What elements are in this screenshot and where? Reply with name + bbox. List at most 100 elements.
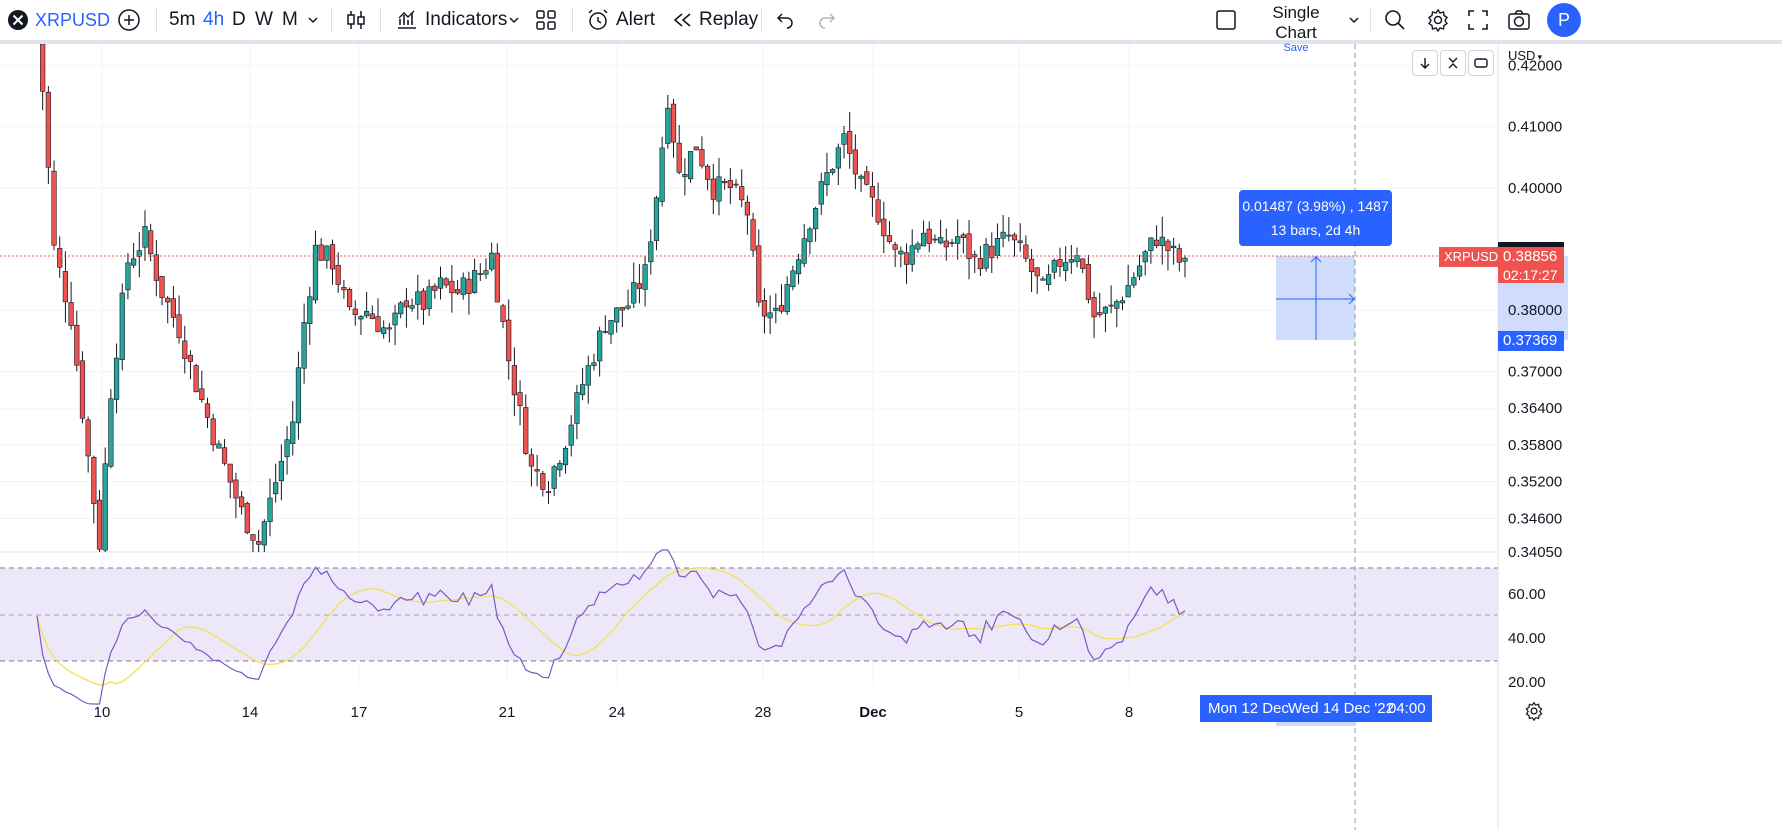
axis-settings-button[interactable] [1524, 701, 1544, 726]
collapse-pane-button[interactable] [1440, 50, 1466, 76]
maximize-pane-button[interactable] [1468, 50, 1494, 76]
price-axis-label: 0.42000 [1508, 57, 1562, 74]
candle-up [409, 305, 415, 309]
price-axis-label: 0.38000 [1508, 302, 1562, 319]
interval-dropdown-button[interactable] [306, 0, 320, 40]
fullscreen-button[interactable] [1467, 0, 1489, 40]
rsi-pane [36, 549, 1186, 705]
candle-down [1006, 234, 1012, 237]
replay-button[interactable]: Replay [672, 0, 758, 40]
candle-down [221, 447, 228, 464]
candle-down [943, 240, 949, 248]
candle-down [494, 252, 500, 303]
rsi-ma-line [36, 566, 1186, 686]
chart-area[interactable]: 0.42000 0.41000 0.40000 0.38000 0.37000 0.364… [0, 44, 1782, 830]
chart-type-button[interactable] [344, 0, 368, 40]
rsi-axis-label: 20.00 [1508, 674, 1546, 691]
candle-down [182, 340, 188, 359]
time-axis-label: 14 [242, 704, 259, 721]
search-button[interactable] [1384, 0, 1406, 40]
candle-down [1153, 239, 1160, 246]
candle-down [528, 454, 535, 467]
candle-down [369, 313, 375, 319]
symbol-name: XRPUSD [35, 9, 111, 30]
candle-down [1034, 267, 1040, 277]
gear-icon [1525, 701, 1543, 722]
alert-button[interactable]: Alert [586, 0, 655, 40]
layout-checkbox[interactable] [1215, 0, 1237, 40]
candle-up [795, 259, 802, 275]
layout-dropdown-button[interactable] [1347, 0, 1361, 40]
interval-d[interactable]: D [232, 0, 246, 40]
candle-down [454, 289, 461, 294]
candle-up [608, 320, 614, 335]
candle-up [113, 357, 120, 400]
candle-down [966, 233, 972, 259]
candle-down [545, 491, 552, 493]
interval-label: 4h [203, 9, 225, 30]
candle-up [653, 197, 660, 241]
candle-down [864, 171, 870, 185]
candle-down [926, 228, 932, 244]
candle-down [619, 307, 625, 311]
currency-label: USD [1508, 48, 1536, 63]
candle-down [346, 288, 353, 308]
candle-down [1097, 312, 1103, 316]
candle-down [40, 44, 46, 92]
candle-down [96, 499, 103, 550]
candle-down [1091, 297, 1097, 318]
rsi-axis-label: 40.00 [1508, 630, 1546, 647]
candle-up [1148, 237, 1154, 252]
candle-down [57, 248, 63, 268]
settings-button[interactable] [1426, 0, 1450, 40]
layout-save-link[interactable]: Save [1283, 42, 1309, 54]
candle-up [557, 462, 563, 471]
candle-down [68, 302, 74, 326]
chart-canvas[interactable]: 0.42000 0.41000 0.40000 0.38000 0.37000 0.364… [0, 44, 1782, 830]
candle-down [511, 365, 517, 396]
candle-up [1136, 265, 1143, 277]
interval-m[interactable]: M [282, 0, 298, 40]
candle-down [244, 503, 250, 534]
currency-selector[interactable]: USD ▾ [1508, 48, 1542, 63]
candle-down [1023, 244, 1029, 259]
candle-up [295, 367, 302, 424]
crosshair-time-range: Mon 12 Dec Wed 14 Dec '22 04:00 [1200, 695, 1432, 722]
interval-5m[interactable]: 5m [169, 0, 195, 40]
candle-down [778, 305, 785, 312]
price-axis-label: 0.36400 [1508, 400, 1562, 417]
candle-down [466, 278, 472, 294]
search-icon [1385, 10, 1405, 30]
compare-symbol-button[interactable] [117, 0, 141, 40]
profile-avatar[interactable]: P [1547, 3, 1581, 37]
candle-up [568, 424, 574, 446]
candle-up [858, 175, 864, 179]
symbol-search-button[interactable]: XRPUSD [8, 0, 110, 40]
snapshot-button[interactable] [1507, 0, 1531, 40]
redo-button[interactable] [817, 0, 837, 40]
indicators-dropdown-button[interactable] [507, 0, 521, 40]
candle-down [733, 183, 739, 186]
undo-button[interactable] [775, 0, 795, 40]
time-range-start: Mon 12 Dec [1208, 700, 1289, 717]
interval-w[interactable]: W [255, 0, 273, 40]
templates-button[interactable] [535, 0, 557, 40]
candle-up [273, 482, 279, 495]
candle-down [670, 103, 677, 143]
layout-name-button[interactable]: Single Chart Save [1251, 3, 1341, 54]
candle-down [705, 165, 711, 180]
candle-down [159, 276, 165, 298]
scroll-to-realtime-button[interactable] [1412, 50, 1438, 76]
candle-up [131, 258, 137, 266]
candle-up [812, 208, 819, 230]
candle-up [1102, 306, 1109, 314]
interval-4h[interactable]: 4h [203, 0, 224, 40]
candle-up [898, 250, 904, 255]
candle-up [125, 262, 131, 291]
candle-up [1142, 251, 1148, 263]
measure-change: 0.01487 (3.98%) , 1487 [1242, 198, 1389, 214]
candle-down [238, 496, 245, 508]
candle-up [938, 237, 944, 244]
time-axis-label: 5 [1015, 704, 1023, 721]
indicators-button[interactable]: Indicators [395, 0, 507, 40]
